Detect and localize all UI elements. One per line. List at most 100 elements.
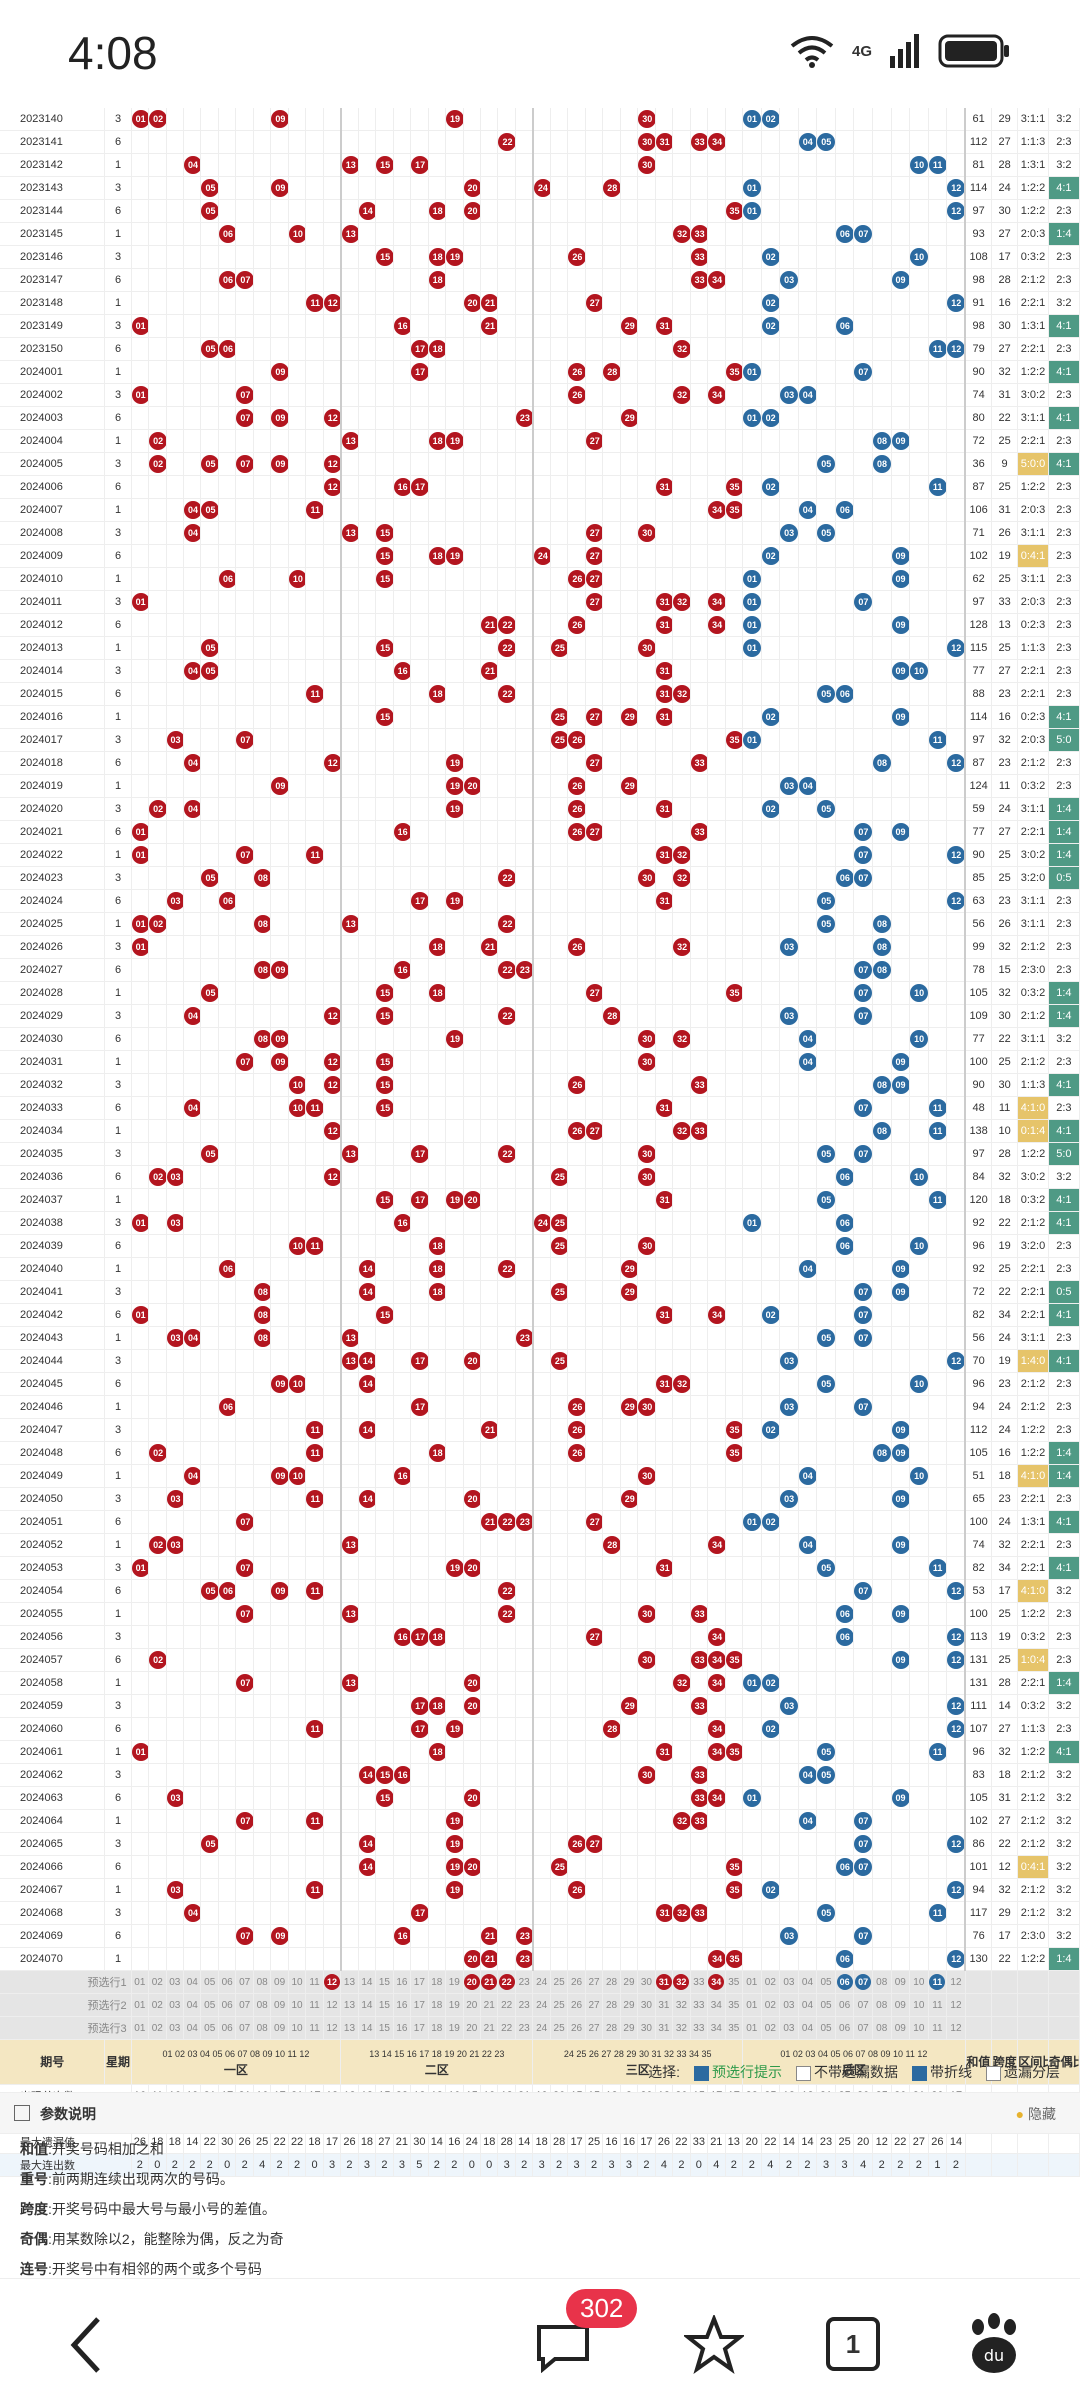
front-cell (200, 291, 219, 315)
back-cell (835, 1579, 855, 1603)
prediction-front-cell[interactable]: 17 (410, 1970, 429, 1994)
front-cell (166, 1556, 185, 1580)
prediction-front-cell[interactable]: 09 (270, 1970, 289, 1994)
prediction-front-cell[interactable]: 35 (725, 1970, 744, 1994)
weekday-cell: 3 (104, 866, 132, 890)
front-cell (463, 889, 481, 913)
prediction-front-cell[interactable]: 23 (515, 1970, 534, 1994)
front-cell (602, 590, 621, 614)
back-cell (835, 1119, 855, 1143)
prediction-front-cell[interactable]: 21 (480, 1970, 499, 1994)
front-cell (166, 1579, 185, 1603)
prediction-front-cell[interactable]: 14 (358, 1970, 377, 1994)
trend-table-container[interactable]: 2023140 3 01 02 09 19 30 01 02 61 29 3:1:1 3:2 202314… (0, 108, 1080, 2177)
prediction-front-cell[interactable]: 16 (393, 1970, 412, 1994)
front-cell (480, 797, 499, 821)
front-cell (463, 1073, 481, 1097)
prediction-back-cell[interactable]: 04 (798, 1970, 818, 1994)
front-cell (655, 337, 674, 361)
prediction-front-cell[interactable]: 19 (445, 1970, 464, 1994)
front-cell (463, 1464, 481, 1488)
back-hit-ball: 12 (946, 1648, 967, 1672)
prediction-front-cell[interactable]: 26 (567, 1970, 586, 1994)
prediction-back-cell[interactable]: 01 (742, 1970, 762, 1994)
red-ball: 20 (463, 1858, 480, 1876)
prediction-front-cell[interactable]: 04 (183, 1970, 202, 1994)
table-row: 2024019 1 09 19 20 26 29 03 04 124 11 0:3:2 2:3 (0, 774, 1080, 798)
odd-even-cell: 2:3 (1048, 751, 1080, 775)
sum-cell: 102 (965, 544, 992, 568)
front-cell (725, 590, 744, 614)
front-cell (428, 1372, 447, 1396)
front-cell (218, 636, 237, 660)
prediction-front-cell[interactable]: 34 (707, 1970, 726, 1994)
back-hit-ball: 09 (891, 1050, 911, 1074)
prediction-front-cell[interactable]: 29 (620, 1970, 639, 1994)
front-cell (410, 1648, 429, 1672)
prediction-front-cell[interactable]: 13 (340, 1970, 359, 1994)
zone-ratio-cell: 3:1:1 (1017, 912, 1049, 936)
front-hit-ball: 13 (340, 222, 359, 246)
back-cell (928, 452, 948, 476)
prediction-front-cell[interactable]: 22 (497, 1970, 516, 1994)
prediction-back-cell[interactable]: 06 (835, 1970, 855, 1994)
prediction-back-cell[interactable]: 03 (779, 1970, 799, 1994)
front-cell (620, 1142, 639, 1166)
prediction-front-cell[interactable]: 11 (305, 1970, 324, 1994)
front-cell (497, 452, 516, 476)
front-cell (690, 590, 709, 614)
sum-cell: 56 (965, 1326, 992, 1350)
prediction-front-cell[interactable]: 32 (672, 1970, 691, 1994)
prediction-front-cell[interactable]: 20 (463, 1970, 481, 1994)
weekday-cell: 3 (104, 1556, 132, 1580)
front-cell (288, 1211, 307, 1235)
prediction-front-cell[interactable]: 05 (200, 1970, 219, 1994)
prediction-row[interactable]: 预选行1 01 02 03 04 05 06 07 08 09 10 11 12 13 14 15 16 17 18… (0, 1970, 1080, 1994)
prediction-back-cell[interactable]: 05 (816, 1970, 836, 1994)
back-cell (946, 222, 967, 246)
front-hit-ball: 35 (725, 475, 744, 499)
front-cell (218, 1211, 237, 1235)
front-cell (253, 797, 272, 821)
front-cell (445, 176, 464, 200)
front-cell (393, 1878, 412, 1902)
back-cell (891, 1372, 911, 1396)
blue-ball: 04 (798, 133, 816, 151)
prediction-front-cell[interactable]: 18 (428, 1970, 447, 1994)
prediction-front-cell[interactable]: 02 (148, 1970, 167, 1994)
prediction-front-cell[interactable]: 15 (375, 1970, 394, 1994)
blue-ball: 04 (798, 1053, 816, 1071)
front-cell (637, 245, 656, 269)
table-row: 2024068 3 04 17 31 32 33 05 11 117 29 2:1:2 3:2 (0, 1901, 1080, 1925)
prediction-back-cell[interactable]: 02 (761, 1970, 781, 1994)
prediction-front-cell[interactable]: 27 (585, 1970, 604, 1994)
prediction-front-cell[interactable]: 28 (602, 1970, 621, 1994)
front-cell (393, 1165, 412, 1189)
prediction-front-cell[interactable]: 31 (655, 1970, 674, 1994)
front-cell (340, 1119, 359, 1143)
prediction-front-cell[interactable]: 06 (218, 1970, 237, 1994)
front-cell (428, 1418, 447, 1442)
front-cell (515, 452, 534, 476)
back-cell (761, 199, 781, 223)
prediction-front-cell[interactable]: 03 (166, 1970, 185, 1994)
prediction-front-cell[interactable]: 10 (288, 1970, 307, 1994)
back-hit-ball: 12 (946, 1947, 967, 1971)
prediction-front-cell[interactable]: 01 (131, 1970, 150, 1994)
back-hit-ball: 03 (779, 1694, 799, 1718)
back-cell (946, 245, 967, 269)
prediction-front-cell[interactable]: 33 (690, 1970, 709, 1994)
prediction-front-cell[interactable]: 30 (637, 1970, 656, 1994)
front-cell (340, 1855, 359, 1879)
prediction-front-cell[interactable]: 12 (323, 1970, 342, 1994)
prediction-front-cell[interactable]: 08 (253, 1970, 272, 1994)
front-cell (725, 1027, 744, 1051)
zone-ratio-cell: 3:2:0 (1017, 866, 1049, 890)
red-ball: 15 (376, 1191, 393, 1209)
prediction-front-cell[interactable]: 07 (235, 1970, 254, 1994)
prediction-front-cell[interactable]: 25 (550, 1970, 569, 1994)
front-cell (515, 728, 534, 752)
prediction-front-cell[interactable]: 24 (532, 1970, 551, 1994)
front-cell (131, 429, 150, 453)
front-hit-ball: 05 (200, 1579, 219, 1603)
